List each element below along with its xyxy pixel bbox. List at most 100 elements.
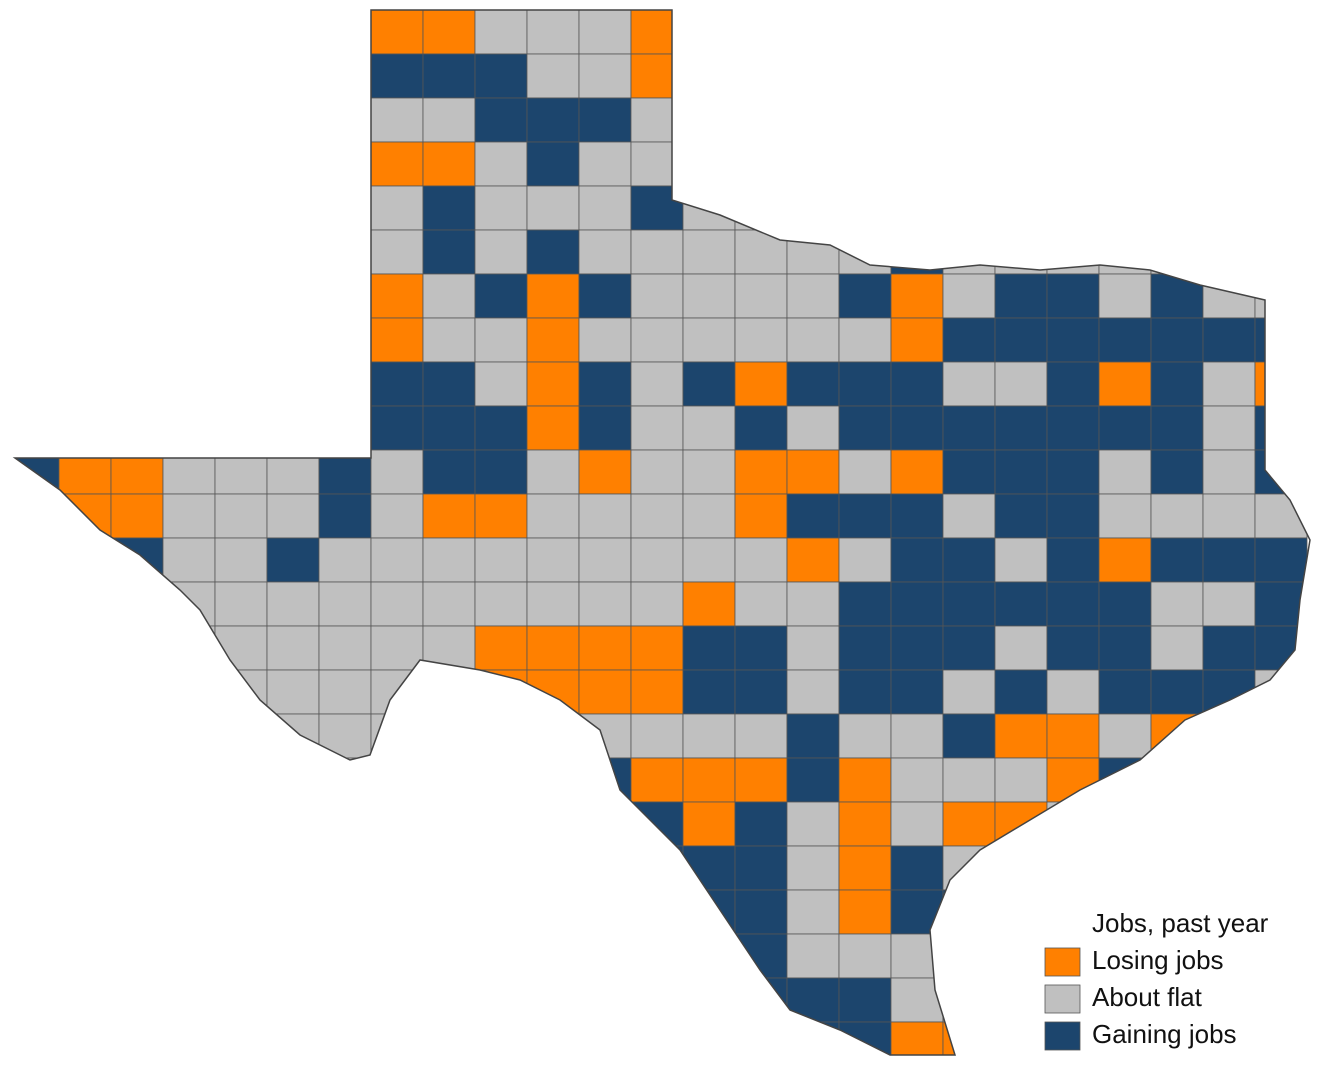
county [526, 97, 580, 143]
county [318, 1021, 372, 1055]
county [994, 1021, 1048, 1055]
county [214, 845, 268, 891]
county [838, 933, 892, 979]
county [838, 317, 892, 363]
county [422, 1021, 476, 1055]
county [58, 1021, 112, 1055]
county [838, 273, 892, 319]
county [838, 449, 892, 495]
county [1098, 405, 1152, 451]
county [1150, 581, 1204, 627]
county [1046, 185, 1100, 231]
county [15, 317, 60, 363]
county [1202, 229, 1256, 275]
county [942, 845, 996, 891]
county [474, 97, 528, 143]
county [1202, 581, 1256, 627]
county [526, 581, 580, 627]
county [318, 273, 372, 319]
county [890, 185, 944, 231]
county [526, 185, 580, 231]
county [422, 229, 476, 275]
county [422, 801, 476, 847]
county [162, 889, 216, 935]
county [682, 405, 736, 451]
county [214, 669, 268, 715]
county [734, 537, 788, 583]
county [370, 977, 424, 1023]
county [214, 537, 268, 583]
county [318, 10, 372, 55]
county [682, 10, 736, 55]
county [682, 537, 736, 583]
county [942, 757, 996, 803]
county [1098, 845, 1152, 891]
county [58, 625, 112, 671]
county [734, 449, 788, 495]
county [942, 1021, 996, 1055]
county [422, 537, 476, 583]
county [162, 933, 216, 979]
county [682, 53, 736, 99]
county [214, 449, 268, 495]
county [474, 449, 528, 495]
county [526, 625, 580, 671]
county [370, 97, 424, 143]
county [578, 933, 632, 979]
county [526, 537, 580, 583]
county [474, 625, 528, 671]
county [474, 581, 528, 627]
county [474, 361, 528, 407]
county [15, 845, 60, 891]
county [942, 317, 996, 363]
county [110, 933, 164, 979]
county [214, 141, 268, 187]
county [526, 889, 580, 935]
county [318, 449, 372, 495]
county [58, 317, 112, 363]
county [422, 361, 476, 407]
county [214, 273, 268, 319]
county [890, 141, 944, 187]
county [630, 669, 684, 715]
county [682, 889, 736, 935]
county [162, 1021, 216, 1055]
county [370, 361, 424, 407]
county [890, 449, 944, 495]
county [422, 449, 476, 495]
county [214, 361, 268, 407]
county [838, 801, 892, 847]
county [162, 669, 216, 715]
county [994, 669, 1048, 715]
county [1254, 185, 1308, 231]
county [630, 229, 684, 275]
county [474, 141, 528, 187]
county [1150, 757, 1204, 803]
county [682, 581, 736, 627]
legend-label: Losing jobs [1092, 945, 1224, 975]
county [110, 405, 164, 451]
county [890, 713, 944, 759]
county [942, 141, 996, 187]
county [58, 97, 112, 143]
county [838, 977, 892, 1023]
county [1098, 581, 1152, 627]
county [15, 889, 60, 935]
county [682, 977, 736, 1023]
county [15, 801, 60, 847]
county [1150, 185, 1204, 231]
county [318, 53, 372, 99]
county [58, 713, 112, 759]
county [1150, 53, 1204, 99]
county [318, 977, 372, 1023]
county [994, 933, 1048, 979]
county [526, 757, 580, 803]
county [1254, 1021, 1308, 1055]
county [318, 713, 372, 759]
county [214, 757, 268, 803]
county [1202, 493, 1256, 539]
county [370, 713, 424, 759]
county [214, 889, 268, 935]
county [578, 889, 632, 935]
county [214, 10, 268, 55]
